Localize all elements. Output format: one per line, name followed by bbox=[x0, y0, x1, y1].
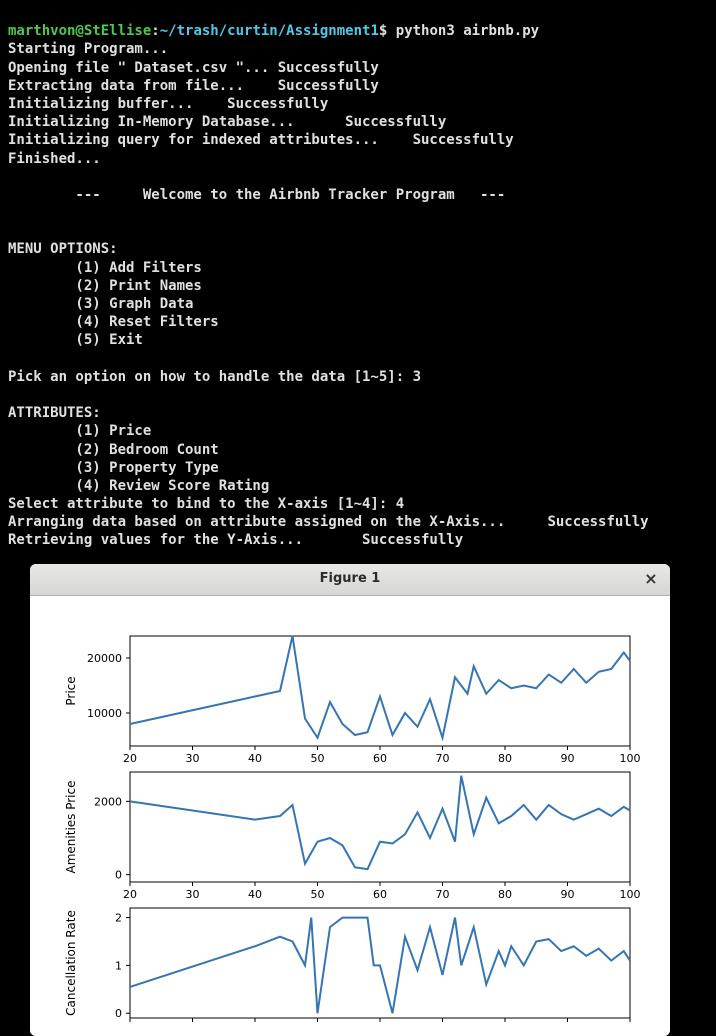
figure-body: 10000200002030405060708090100Price020002… bbox=[30, 596, 670, 1036]
svg-text:Cancellation Rate: Cancellation Rate bbox=[64, 910, 78, 1016]
prompt-sigil: $ bbox=[379, 23, 387, 39]
terminal-output-container: Starting Program... Opening file " Datas… bbox=[8, 40, 708, 549]
svg-text:70: 70 bbox=[436, 1024, 450, 1026]
close-icon[interactable]: × bbox=[642, 570, 660, 588]
command-text: python3 airbnb.py bbox=[396, 23, 539, 39]
svg-text:100: 100 bbox=[620, 888, 641, 901]
svg-text:20: 20 bbox=[123, 888, 137, 901]
svg-text:80: 80 bbox=[498, 752, 512, 765]
svg-text:60: 60 bbox=[373, 888, 387, 901]
chart-canvas: 10000200002030405060708090100Price020002… bbox=[40, 616, 660, 1026]
svg-text:20: 20 bbox=[123, 1024, 137, 1026]
svg-text:60: 60 bbox=[373, 752, 387, 765]
svg-text:50: 50 bbox=[311, 1024, 325, 1026]
figure-titlebar[interactable]: Figure 1 × bbox=[30, 564, 670, 596]
svg-text:20: 20 bbox=[123, 752, 137, 765]
prompt-sep: : bbox=[151, 23, 159, 39]
svg-text:2: 2 bbox=[115, 911, 122, 924]
svg-text:40: 40 bbox=[248, 888, 262, 901]
svg-text:100: 100 bbox=[620, 752, 641, 765]
svg-text:90: 90 bbox=[561, 888, 575, 901]
svg-text:Price: Price bbox=[64, 676, 78, 705]
svg-text:70: 70 bbox=[436, 888, 450, 901]
svg-text:20000: 20000 bbox=[87, 652, 122, 665]
prompt-path: ~/trash/curtin/Assignment1 bbox=[160, 23, 379, 39]
svg-text:100: 100 bbox=[620, 1024, 641, 1026]
svg-text:50: 50 bbox=[311, 888, 325, 901]
svg-text:Amenities Price: Amenities Price bbox=[64, 780, 78, 873]
svg-text:0: 0 bbox=[115, 1007, 122, 1020]
figure-window: Figure 1 × 10000200002030405060708090100… bbox=[30, 564, 670, 1036]
svg-text:40: 40 bbox=[248, 752, 262, 765]
prompt-user: marthvon@StEllise bbox=[8, 23, 151, 39]
svg-text:30: 30 bbox=[186, 1024, 200, 1026]
terminal[interactable]: marthvon@StEllise:~/trash/curtin/Assignm… bbox=[0, 0, 716, 554]
svg-text:80: 80 bbox=[498, 888, 512, 901]
figure-title: Figure 1 bbox=[320, 571, 381, 588]
svg-text:1: 1 bbox=[115, 959, 122, 972]
svg-text:50: 50 bbox=[311, 752, 325, 765]
svg-text:80: 80 bbox=[498, 1024, 512, 1026]
svg-text:60: 60 bbox=[373, 1024, 387, 1026]
svg-text:70: 70 bbox=[436, 752, 450, 765]
svg-text:0: 0 bbox=[115, 868, 122, 881]
svg-text:90: 90 bbox=[561, 752, 575, 765]
svg-text:30: 30 bbox=[186, 888, 200, 901]
svg-text:10000: 10000 bbox=[87, 707, 122, 720]
svg-text:40: 40 bbox=[248, 1024, 262, 1026]
svg-text:30: 30 bbox=[186, 752, 200, 765]
svg-text:2000: 2000 bbox=[94, 795, 122, 808]
svg-text:90: 90 bbox=[561, 1024, 575, 1026]
